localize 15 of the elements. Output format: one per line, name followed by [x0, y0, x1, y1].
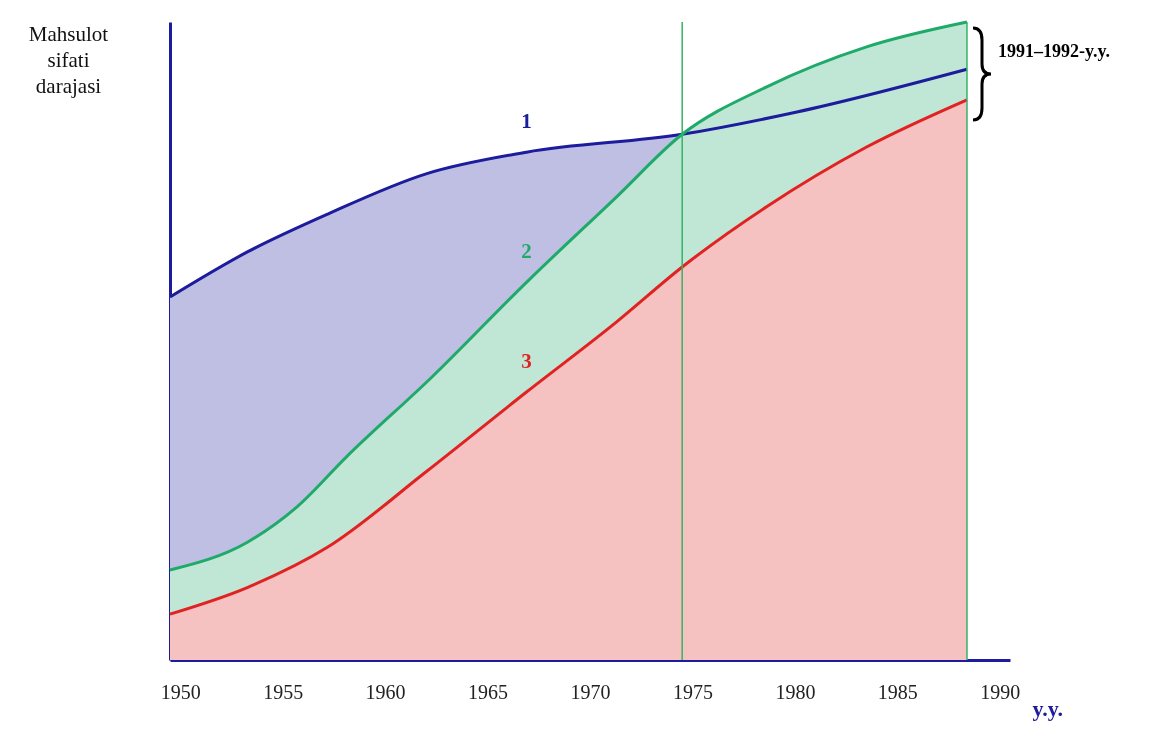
- x-tick-label: 1990: [980, 680, 1021, 703]
- series-label: 1: [521, 109, 532, 134]
- series-label: 3: [521, 349, 532, 374]
- series-label: 2: [521, 239, 532, 264]
- y-axis-title: Mahsulot sifati darajasi: [28, 21, 109, 98]
- x-tick-label: 1975: [672, 680, 713, 703]
- x-tick-label: 1960: [365, 680, 406, 703]
- x-tick-label: 1965: [468, 680, 509, 703]
- x-tick-label: 1980: [775, 680, 816, 703]
- x-tick-label: 1950: [160, 680, 201, 703]
- x-tick-label: 1955: [263, 680, 304, 703]
- x-axis-title: y.y.: [1032, 695, 1064, 721]
- annotation: 1991–1992-y.y.: [998, 41, 1111, 61]
- x-tick-label: 1985: [877, 680, 918, 703]
- x-tick-label: 1970: [570, 680, 611, 703]
